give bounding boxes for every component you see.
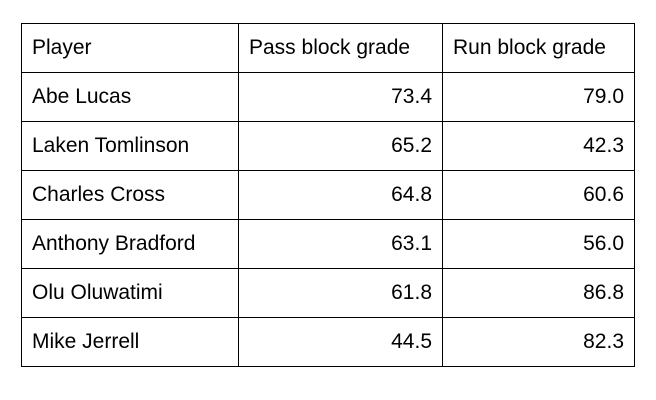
- table-row: Abe Lucas 73.4 79.0: [21, 72, 635, 122]
- header-row: Player Pass block grade Run block grade: [21, 23, 635, 73]
- run-block-grade-cell: 79.0: [442, 72, 635, 122]
- player-name-cell: Charles Cross: [21, 170, 239, 220]
- pass-block-grade-cell: 73.4: [238, 72, 443, 122]
- pass-block-grade-cell: 63.1: [238, 219, 443, 269]
- pass-block-grade-cell: 64.8: [238, 170, 443, 220]
- column-header-player: Player: [21, 23, 239, 73]
- pass-block-grade-cell: 61.8: [238, 268, 443, 318]
- player-name-cell: Mike Jerrell: [21, 317, 239, 367]
- player-name-cell: Abe Lucas: [21, 72, 239, 122]
- table-row: Charles Cross 64.8 60.6: [21, 170, 635, 220]
- table-row: Olu Oluwatimi 61.8 86.8: [21, 268, 635, 318]
- table-row: Laken Tomlinson 65.2 42.3: [21, 121, 635, 171]
- player-name-cell: Anthony Bradford: [21, 219, 239, 269]
- table-header: Player Pass block grade Run block grade: [21, 23, 635, 73]
- table-row: Anthony Bradford 63.1 56.0: [21, 219, 635, 269]
- player-name-cell: Laken Tomlinson: [21, 121, 239, 171]
- run-block-grade-cell: 82.3: [442, 317, 635, 367]
- pass-block-grade-cell: 65.2: [238, 121, 443, 171]
- run-block-grade-cell: 60.6: [442, 170, 635, 220]
- table-row: Mike Jerrell 44.5 82.3: [21, 317, 635, 367]
- grades-table: Player Pass block grade Run block grade …: [21, 23, 635, 367]
- column-header-run-block-grade: Run block grade: [442, 23, 635, 73]
- run-block-grade-cell: 42.3: [442, 121, 635, 171]
- pass-block-grade-cell: 44.5: [238, 317, 443, 367]
- table-body: Abe Lucas 73.4 79.0 Laken Tomlinson 65.2…: [21, 72, 635, 367]
- run-block-grade-cell: 86.8: [442, 268, 635, 318]
- column-header-pass-block-grade: Pass block grade: [238, 23, 443, 73]
- run-block-grade-cell: 56.0: [442, 219, 635, 269]
- player-name-cell: Olu Oluwatimi: [21, 268, 239, 318]
